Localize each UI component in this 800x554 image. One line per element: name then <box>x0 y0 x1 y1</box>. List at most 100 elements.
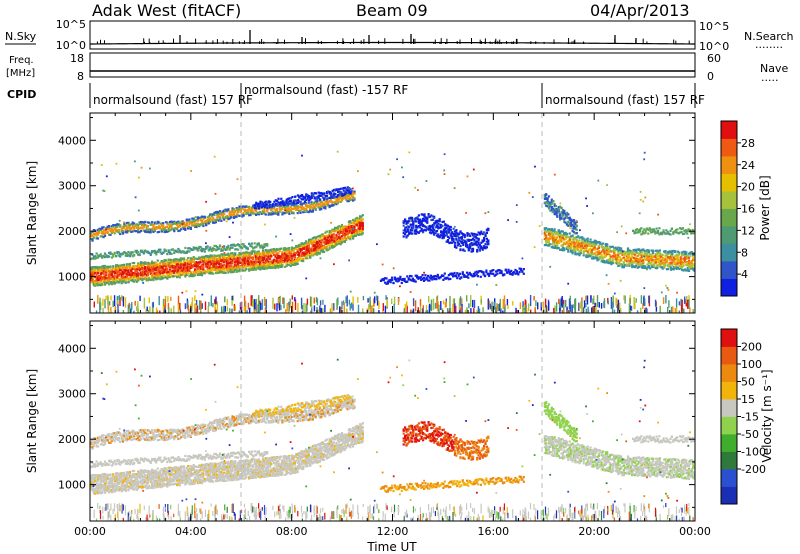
range-cell <box>329 232 333 235</box>
range-cell <box>413 229 416 232</box>
range-cell <box>553 242 556 245</box>
range-cell <box>324 207 327 210</box>
range-cell <box>559 237 562 240</box>
range-cell <box>452 275 455 278</box>
range-cell <box>302 207 305 210</box>
range-cell <box>127 264 130 268</box>
range-cell <box>123 278 126 281</box>
range-cell <box>286 208 290 211</box>
range-cell <box>352 199 355 202</box>
range-cell <box>155 277 158 280</box>
range-cell <box>232 254 235 257</box>
range-cell <box>300 248 303 251</box>
range-cell <box>382 277 385 280</box>
range-cell <box>106 255 109 258</box>
range-cell <box>354 223 357 226</box>
range-cell <box>572 237 576 241</box>
range-cell <box>465 275 469 278</box>
range-cell <box>181 221 184 224</box>
range-cell <box>221 254 224 257</box>
range-cell <box>199 224 202 227</box>
range-cell <box>563 247 566 250</box>
range-cell <box>177 220 180 223</box>
range-cell <box>103 278 107 281</box>
range-cell <box>117 271 120 274</box>
range-cell <box>332 238 335 241</box>
range-cell <box>310 194 313 197</box>
range-cell <box>98 254 101 257</box>
range-cell <box>332 240 335 243</box>
range-cell <box>356 217 359 220</box>
range-cell <box>155 264 158 267</box>
range-cell <box>563 232 566 235</box>
range-cell <box>273 266 276 269</box>
range-cell <box>242 205 245 208</box>
range-cell <box>490 269 493 272</box>
range-cell <box>257 266 260 269</box>
range-cell <box>200 259 204 262</box>
range-cell <box>243 269 247 272</box>
range-cell <box>112 265 115 268</box>
range-cell <box>296 206 299 210</box>
range-cell <box>318 236 321 239</box>
range-cell <box>292 207 295 210</box>
range-cell <box>352 191 355 194</box>
range-cell <box>314 240 317 243</box>
range-cell <box>348 191 351 194</box>
range-cell <box>207 260 210 264</box>
range-cell <box>218 259 222 262</box>
range-cell <box>198 245 201 249</box>
range-cell <box>309 210 312 213</box>
range-cell <box>258 204 261 207</box>
range-cell <box>248 261 251 264</box>
range-cell <box>346 230 349 233</box>
range-cell <box>470 244 473 247</box>
range-cell <box>442 232 445 235</box>
range-cell <box>178 258 181 261</box>
range-cell <box>400 278 403 281</box>
range-cell <box>264 261 267 264</box>
range-cell <box>453 234 457 238</box>
range-cell <box>194 268 197 271</box>
range-cell <box>356 221 359 224</box>
range-cell <box>328 246 331 249</box>
range-cell <box>203 248 206 251</box>
range-cell <box>176 260 179 263</box>
range-cell <box>182 257 186 260</box>
range-cell <box>309 204 312 207</box>
range-cell <box>221 257 224 260</box>
range-cell <box>209 246 212 249</box>
range-cell <box>99 235 102 238</box>
range-cell <box>207 248 210 251</box>
range-cell <box>275 248 278 251</box>
range-cell <box>448 225 451 228</box>
range-cell <box>285 262 288 265</box>
range-cell <box>559 234 562 237</box>
range-cell <box>209 213 212 216</box>
range-cell <box>117 266 120 269</box>
range-cell <box>134 275 137 279</box>
range-cell <box>191 217 194 220</box>
range-cell <box>345 232 348 235</box>
range-cell <box>556 236 559 239</box>
range-cell <box>116 280 119 283</box>
range-cell <box>250 260 253 263</box>
range-cell <box>241 243 244 246</box>
range-cell <box>291 207 294 211</box>
range-cell <box>292 247 295 250</box>
range-cell <box>253 212 256 215</box>
range-cell <box>214 244 217 248</box>
range-cell <box>298 206 301 209</box>
range-cell <box>298 196 301 199</box>
range-cell <box>427 274 430 277</box>
range-cell <box>270 213 273 216</box>
range-cell <box>469 246 472 249</box>
range-cell <box>153 229 156 232</box>
range-cell <box>442 230 445 233</box>
range-cell <box>445 224 448 227</box>
range-cell <box>321 245 324 248</box>
range-cell <box>313 207 316 210</box>
range-cell <box>339 236 342 239</box>
range-cell <box>171 270 174 273</box>
range-cell <box>280 197 283 200</box>
